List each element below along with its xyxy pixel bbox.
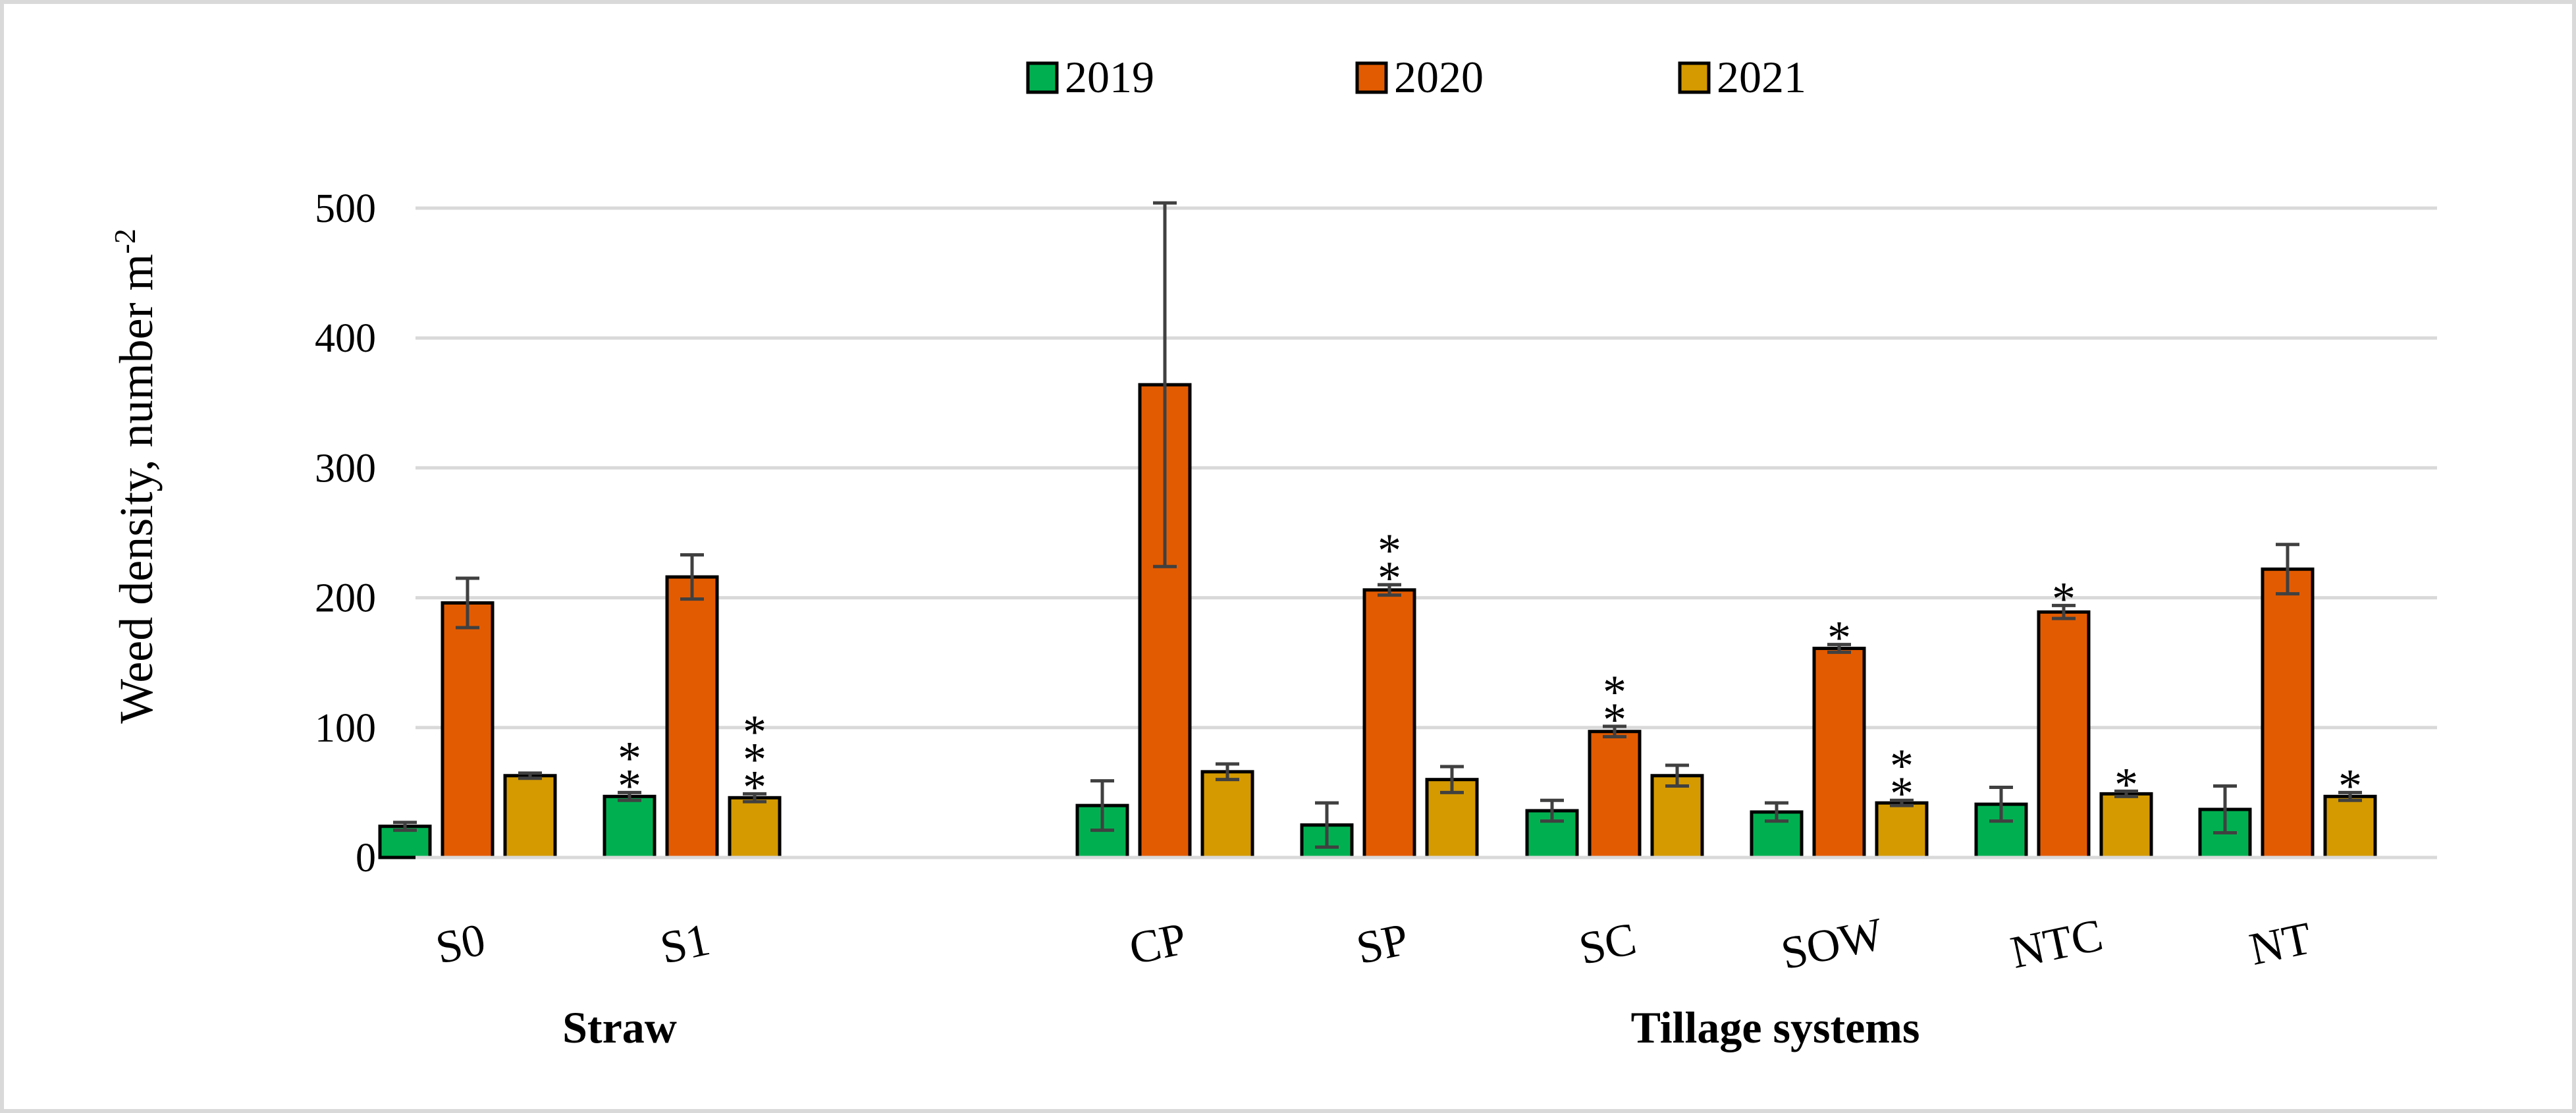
x-tick-label-SOW: SOW: [1777, 909, 1887, 980]
significance-marker: *: [743, 733, 766, 786]
y-axis-label: Weed density, number m-2: [108, 229, 163, 724]
x-tick-label-S0: S0: [431, 914, 489, 974]
significance-marker: *: [1378, 552, 1401, 605]
y-tick-label: 500: [315, 186, 376, 231]
significance-marker: *: [2114, 758, 2138, 811]
y-tick-label: 400: [315, 316, 376, 361]
significance-marker: *: [1603, 693, 1626, 746]
y-tick-label: 100: [315, 706, 376, 751]
y-tick-label: 300: [315, 446, 376, 491]
significance-marker: *: [618, 759, 641, 812]
error-bar-2019-SC: [1540, 798, 1564, 823]
error-bar-2021-NTC: [2114, 789, 2138, 798]
x-tick-label-CP: CP: [1125, 913, 1191, 975]
error-bar-2019-NT: [2213, 784, 2237, 835]
error-bar-2019-CP: [1090, 779, 1114, 832]
error-bar-2019-NTC: [1989, 786, 2013, 823]
error-bar-2021-NT: [2338, 790, 2362, 802]
group-label: Tillage systems: [1631, 1002, 1920, 1052]
error-bar-2019-SOW: [1765, 801, 1788, 823]
x-tick-label-SP: SP: [1352, 914, 1412, 975]
error-bar-2020-NT: [2276, 543, 2299, 596]
error-bar-2021-S1: [743, 792, 766, 803]
legend-label: 2021: [1717, 52, 1806, 102]
significance-marker: *: [2052, 572, 2076, 625]
significance-marker: *: [2338, 759, 2362, 812]
legend-swatch: [1026, 61, 1059, 94]
legend-swatch: [1678, 61, 1711, 94]
x-tick-label-NTC: NTC: [2006, 909, 2107, 978]
error-bar-2020-SOW: [1827, 643, 1851, 654]
error-bar-2020-S0: [456, 576, 479, 630]
significance-marker: *: [743, 705, 766, 758]
bar-2020-NTC: [2037, 610, 2091, 859]
legend: 2019 2020 2021: [1026, 52, 1806, 102]
error-bar-2021-S0: [518, 771, 542, 780]
legend-swatch: [1355, 61, 1388, 94]
bar-2020-S1: [665, 575, 719, 859]
bar-2020-SOW: [1812, 647, 1866, 859]
bar-2021-S0: [503, 774, 557, 859]
legend-label: 2019: [1065, 52, 1154, 102]
x-tick-label-S1: S1: [656, 914, 714, 974]
significance-marker: *: [618, 732, 641, 784]
significance-marker: *: [743, 761, 766, 813]
error-bar-2019-S1: [618, 790, 641, 802]
bar-2020-S0: [441, 601, 495, 859]
error-bar-2021-SP: [1440, 765, 1464, 794]
group-label: Straw: [562, 1002, 677, 1052]
bars: ************** *: [378, 201, 2377, 859]
error-bar-2020-CP: [1153, 201, 1177, 568]
error-bar-2020-SP: [1378, 583, 1401, 597]
significance-marker: *: [1603, 666, 1626, 719]
bar-2020-SC: [1588, 730, 1642, 859]
error-bar-2020-NTC: [2052, 603, 2076, 620]
legend-item-2020: 2020: [1355, 52, 1484, 102]
y-tick-label: 200: [315, 576, 376, 621]
significance-marker: *: [1890, 740, 1914, 792]
bar-2021-SC: [1650, 774, 1704, 859]
error-bar-2019-S0: [393, 821, 417, 832]
bar-2021-SOW: [1875, 801, 1929, 859]
gridlines: [416, 206, 2437, 730]
x-tick-label-NT: NT: [2245, 913, 2316, 975]
error-bar-2020-SC: [1603, 724, 1626, 739]
error-bar-2021-SOW: [1890, 798, 1914, 807]
error-bar-2021-CP: [1216, 762, 1239, 782]
error-bar-2019-SP: [1315, 801, 1339, 849]
error-bar-2021-SC: [1665, 763, 1689, 788]
bar-2020-SP: [1362, 588, 1416, 859]
legend-item-2019: 2019: [1026, 52, 1154, 102]
significance-marker: *: [1378, 524, 1401, 577]
error-bar-2020-S1: [680, 553, 704, 601]
legend-item-2021: 2021: [1678, 52, 1806, 102]
legend-label: 2020: [1394, 52, 1484, 102]
y-tick-label: 0: [356, 836, 376, 881]
bar-2021-S1: [728, 796, 782, 859]
significance-marker: *: [1827, 612, 1851, 665]
bar-2019-S1: [603, 794, 657, 859]
bar-2020-NT: [2261, 567, 2315, 859]
x-tick-label-SC: SC: [1575, 913, 1641, 975]
significance-marker: *: [1890, 767, 1914, 820]
bar-2021-CP: [1200, 770, 1254, 859]
